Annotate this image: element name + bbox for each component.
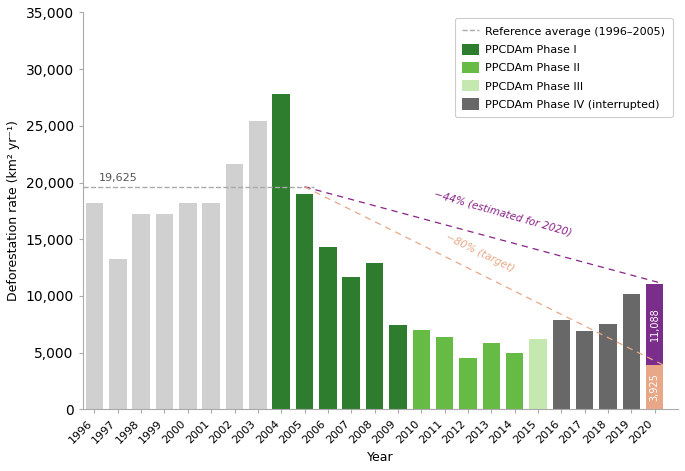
Bar [506,352,523,409]
Text: 19,625: 19,625 [99,173,138,183]
Bar [412,330,430,409]
Bar [599,324,616,409]
Text: −80% (target): −80% (target) [444,232,516,274]
Bar [436,337,453,409]
Legend: Reference average (1996–2005), PPCDAm Phase I, PPCDAm Phase II, PPCDAm Phase III: Reference average (1996–2005), PPCDAm Ph… [455,18,673,117]
Text: −44% (estimated for 2020): −44% (estimated for 2020) [433,189,573,238]
Bar [319,247,336,409]
Bar [86,203,103,409]
Bar [576,331,593,409]
Bar [273,94,290,409]
Bar [646,365,664,409]
Bar [530,339,547,409]
Bar [179,203,197,409]
Bar [623,294,640,409]
Bar [155,214,173,409]
Bar [249,122,266,409]
Bar [132,214,150,409]
Bar [646,284,664,365]
Bar [202,203,220,409]
Bar [482,342,500,409]
Y-axis label: Deforestation rate (km² yr⁻¹): Deforestation rate (km² yr⁻¹) [7,121,20,301]
Bar [389,325,407,409]
Bar [226,164,243,409]
Bar [342,277,360,409]
Bar [109,260,127,409]
Bar [366,263,384,409]
Bar [296,194,313,409]
Text: 3,925: 3,925 [649,373,660,401]
Bar [553,320,570,409]
Text: 11,088: 11,088 [649,308,660,341]
X-axis label: Year: Year [367,451,394,464]
Bar [459,357,477,409]
